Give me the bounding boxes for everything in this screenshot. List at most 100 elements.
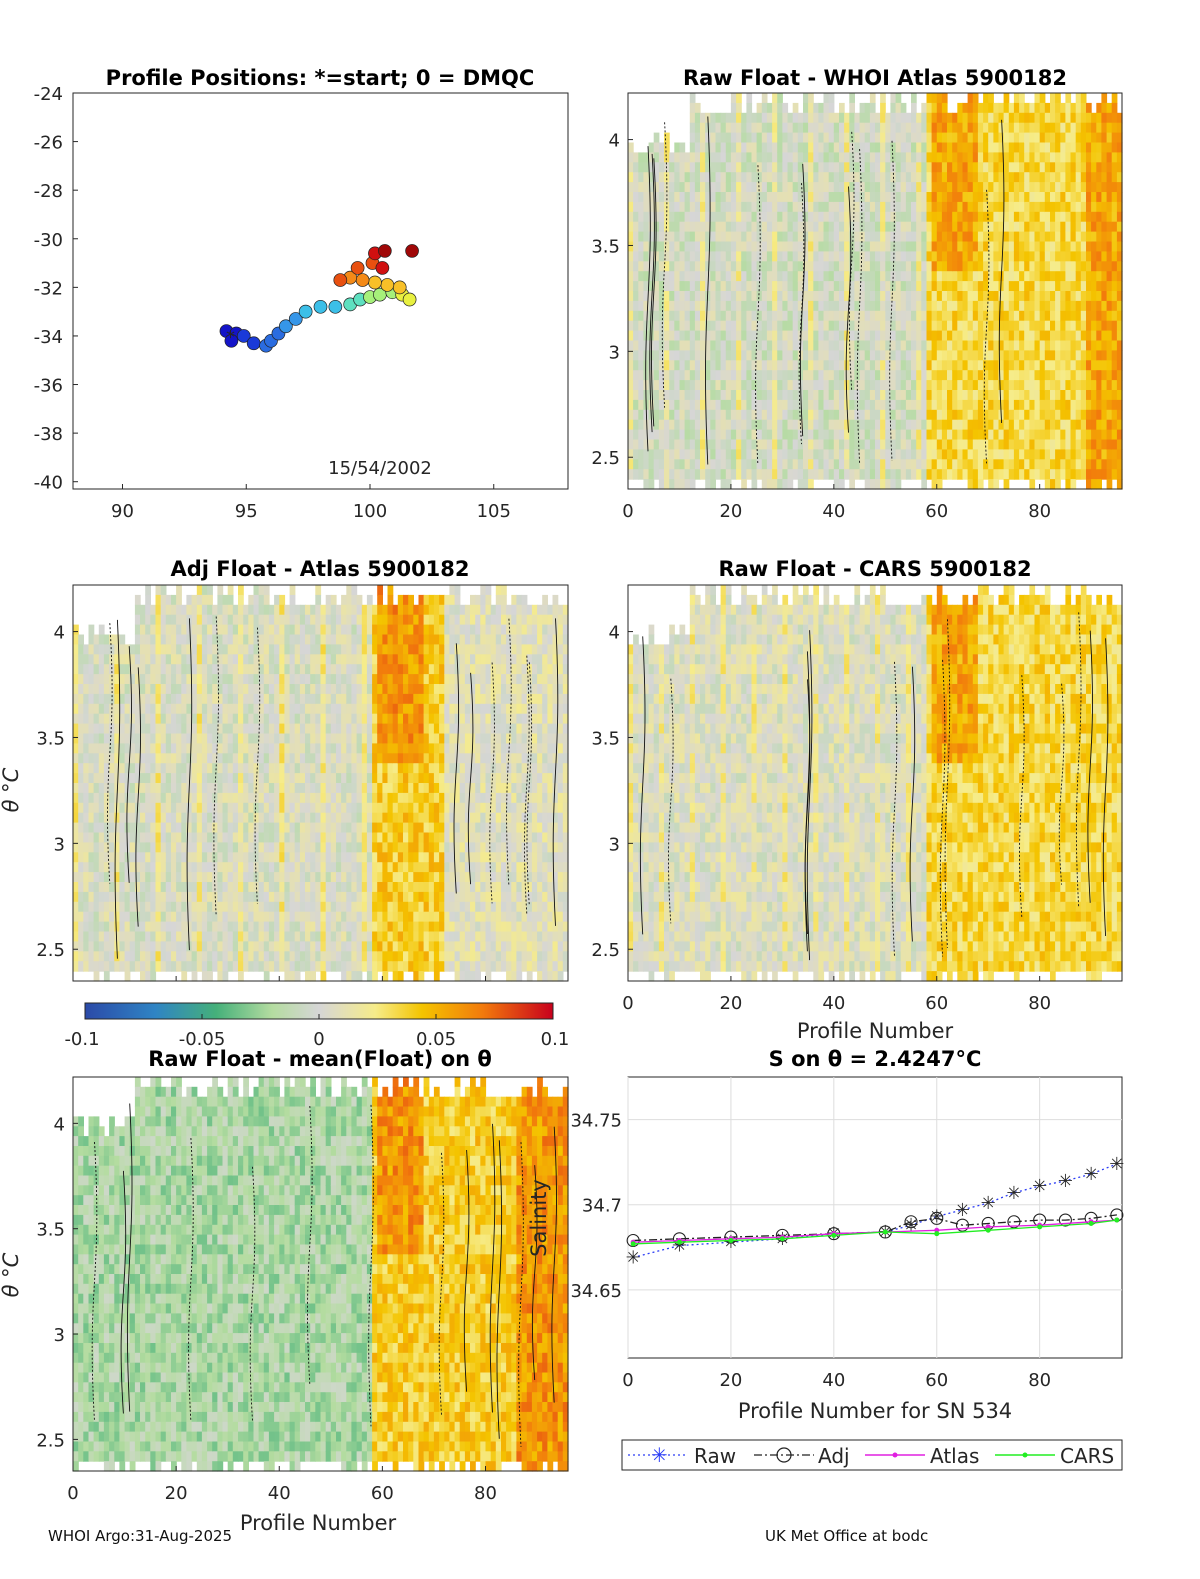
heat-cell <box>700 212 706 223</box>
heat-cell <box>1065 350 1071 361</box>
heat-cell <box>885 301 891 312</box>
heat-cell <box>628 449 634 460</box>
heat-cell <box>94 902 100 913</box>
heat-cell <box>721 420 727 431</box>
heat-cell <box>685 390 691 401</box>
heat-cell <box>741 123 747 134</box>
heat-cell <box>782 222 788 233</box>
heat-cell <box>104 971 110 982</box>
heat-cell <box>1086 360 1092 371</box>
heat-cell <box>700 360 706 371</box>
heat-cell <box>161 852 167 863</box>
heat-cell <box>1019 251 1025 262</box>
heat-cell <box>716 459 722 470</box>
heat-cell <box>793 331 799 342</box>
heat-cell <box>927 430 933 441</box>
heat-cell <box>860 430 866 441</box>
heat-cell <box>1096 430 1102 441</box>
heat-cell <box>690 271 696 282</box>
heat-cell <box>212 694 218 705</box>
heat-cell <box>700 123 706 134</box>
heat-cell <box>726 212 732 223</box>
heat-cell <box>161 625 167 636</box>
heat-cell <box>700 400 706 411</box>
heat-cell <box>197 912 203 923</box>
heat-cell <box>1024 440 1030 451</box>
heat-cell <box>1014 202 1020 213</box>
heat-cell <box>782 192 788 203</box>
heat-cell <box>710 281 716 292</box>
heat-cell <box>834 143 840 154</box>
heat-cell <box>181 684 187 695</box>
heat-cell <box>659 222 665 233</box>
heat-cell <box>963 152 969 163</box>
heat-cell <box>114 644 120 655</box>
heat-cell <box>695 202 701 213</box>
heat-cell <box>942 291 948 302</box>
heat-cell <box>99 892 105 903</box>
heat-cell <box>947 410 953 421</box>
heat-cell <box>834 360 840 371</box>
heat-cell <box>176 684 182 695</box>
heat-cell <box>973 113 979 124</box>
heat-cell <box>942 440 948 451</box>
heat-cell <box>1045 459 1051 470</box>
heat-cell <box>818 410 824 421</box>
heat-cell <box>1009 271 1015 282</box>
heat-cell <box>1035 321 1041 332</box>
heat-cell <box>1091 261 1097 272</box>
heat-cell <box>73 862 79 873</box>
heat-cell <box>793 133 799 144</box>
heat-cell <box>916 469 922 480</box>
heat-cell <box>782 212 788 223</box>
heat-cell <box>896 251 902 262</box>
heat-cell <box>870 182 876 193</box>
heat-cell <box>659 202 665 213</box>
heat-cell <box>700 469 706 480</box>
heat-cell <box>798 242 804 253</box>
heat-cell <box>1065 390 1071 401</box>
heat-cell <box>808 331 814 342</box>
heat-cell <box>685 410 691 421</box>
heat-cell <box>1107 212 1113 223</box>
heat-cell <box>1112 152 1118 163</box>
heat-cell <box>1024 172 1030 183</box>
adj-atlas-heatmap <box>73 585 569 982</box>
heat-cell <box>700 459 706 470</box>
heat-cell <box>752 251 758 262</box>
heat-cell <box>983 123 989 134</box>
heat-cell <box>99 941 105 952</box>
heat-cell <box>906 271 912 282</box>
heat-cell <box>921 430 927 441</box>
heat-cell <box>839 440 845 451</box>
heat-cell <box>685 479 691 490</box>
heat-cell <box>808 321 814 332</box>
heat-cell <box>130 684 136 695</box>
heat-cell <box>1065 143 1071 154</box>
heat-cell <box>1065 459 1071 470</box>
heat-cell <box>813 301 819 312</box>
heat-cell <box>963 360 969 371</box>
heat-cell <box>875 113 881 124</box>
heat-cell <box>813 152 819 163</box>
heat-cell <box>161 635 167 646</box>
heat-cell <box>1112 390 1118 401</box>
heat-cell <box>726 123 732 134</box>
heat-cell <box>135 635 141 646</box>
heat-cell <box>1076 281 1082 292</box>
heat-cell <box>145 961 151 972</box>
heat-cell <box>1107 449 1113 460</box>
heat-cell <box>212 912 218 923</box>
heat-cell <box>860 271 866 282</box>
heat-cell <box>695 133 701 144</box>
heat-cell <box>150 783 156 794</box>
heat-cell <box>978 430 984 441</box>
heat-cell <box>1081 341 1087 352</box>
heat-cell <box>829 133 835 144</box>
heat-cell <box>638 242 644 253</box>
heat-cell <box>978 380 984 391</box>
heat-cell <box>963 123 969 134</box>
heat-cell <box>1107 440 1113 451</box>
x-tick-label: 60 <box>925 501 948 522</box>
heat-cell <box>150 724 156 735</box>
